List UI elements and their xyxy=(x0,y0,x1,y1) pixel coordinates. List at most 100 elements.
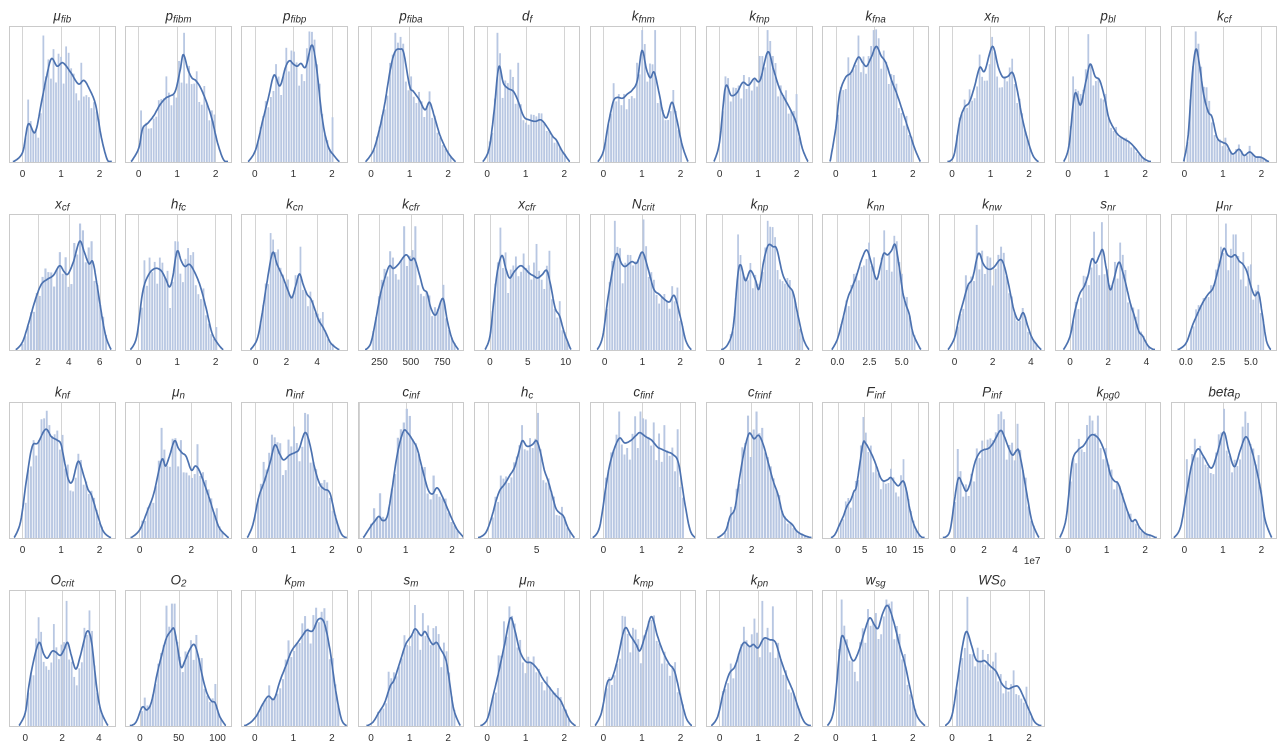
svg-text:2.5: 2.5 xyxy=(1211,357,1225,368)
svg-text:1: 1 xyxy=(755,733,761,744)
svg-text:5.0: 5.0 xyxy=(1244,357,1258,368)
svg-text:0: 0 xyxy=(20,169,26,180)
svg-text:2: 2 xyxy=(445,169,451,180)
svg-text:4: 4 xyxy=(1028,357,1034,368)
svg-text:0: 0 xyxy=(20,545,26,556)
svg-text:2: 2 xyxy=(1026,169,1032,180)
svg-text:0: 0 xyxy=(486,545,492,556)
svg-text:2: 2 xyxy=(213,169,219,180)
svg-text:0: 0 xyxy=(1182,169,1188,180)
svg-text:2: 2 xyxy=(35,357,41,368)
svg-text:0.0: 0.0 xyxy=(1179,357,1193,368)
svg-text:750: 750 xyxy=(434,357,451,368)
svg-text:1: 1 xyxy=(291,733,297,744)
svg-text:250: 250 xyxy=(371,357,388,368)
svg-text:1: 1 xyxy=(291,169,297,180)
svg-text:15: 15 xyxy=(913,545,925,556)
svg-text:4: 4 xyxy=(66,357,72,368)
svg-text:10: 10 xyxy=(560,357,572,368)
svg-text:0: 0 xyxy=(136,357,142,368)
svg-text:2: 2 xyxy=(329,169,335,180)
svg-text:2: 2 xyxy=(1142,545,1148,556)
svg-text:1: 1 xyxy=(1220,545,1226,556)
svg-text:0: 0 xyxy=(137,545,143,556)
svg-text:2: 2 xyxy=(189,545,195,556)
svg-text:2: 2 xyxy=(677,357,683,368)
svg-text:1: 1 xyxy=(872,733,878,744)
svg-text:2: 2 xyxy=(1105,357,1111,368)
svg-text:0.0: 0.0 xyxy=(830,357,844,368)
svg-text:2.5: 2.5 xyxy=(863,357,877,368)
svg-text:2: 2 xyxy=(1259,545,1265,556)
svg-text:1: 1 xyxy=(403,545,409,556)
svg-text:1: 1 xyxy=(523,733,529,744)
svg-text:0: 0 xyxy=(484,169,490,180)
svg-text:0: 0 xyxy=(952,357,958,368)
svg-text:2: 2 xyxy=(97,169,103,180)
svg-text:0: 0 xyxy=(136,169,142,180)
svg-text:1: 1 xyxy=(174,357,180,368)
svg-text:0: 0 xyxy=(950,545,956,556)
svg-text:2: 2 xyxy=(1259,169,1265,180)
svg-text:0: 0 xyxy=(1067,357,1073,368)
svg-text:1: 1 xyxy=(639,169,645,180)
svg-text:1e7: 1e7 xyxy=(1024,556,1041,567)
svg-text:0: 0 xyxy=(949,733,955,744)
svg-text:2: 2 xyxy=(449,545,455,556)
svg-text:1: 1 xyxy=(640,357,646,368)
svg-text:1: 1 xyxy=(407,733,413,744)
svg-text:2: 2 xyxy=(794,733,800,744)
svg-text:betap: betap xyxy=(1208,385,1240,402)
svg-text:1: 1 xyxy=(58,169,64,180)
svg-text:4: 4 xyxy=(96,733,102,744)
svg-text:0: 0 xyxy=(23,733,29,744)
svg-text:0: 0 xyxy=(1065,169,1071,180)
svg-text:2: 2 xyxy=(97,545,103,556)
svg-text:1: 1 xyxy=(639,733,645,744)
svg-text:0: 0 xyxy=(1065,545,1071,556)
svg-text:0: 0 xyxy=(357,545,363,556)
svg-text:0: 0 xyxy=(368,733,374,744)
svg-text:1: 1 xyxy=(1220,169,1226,180)
svg-text:0: 0 xyxy=(601,733,607,744)
svg-text:0: 0 xyxy=(835,545,841,556)
svg-text:2: 2 xyxy=(678,733,684,744)
svg-text:0: 0 xyxy=(252,545,258,556)
svg-text:2: 2 xyxy=(981,545,987,556)
svg-text:1: 1 xyxy=(755,169,761,180)
svg-text:3: 3 xyxy=(797,545,803,556)
svg-text:2: 2 xyxy=(59,733,65,744)
svg-text:0: 0 xyxy=(833,733,839,744)
svg-text:0: 0 xyxy=(368,169,374,180)
svg-text:6: 6 xyxy=(97,357,103,368)
svg-text:1: 1 xyxy=(58,545,64,556)
svg-text:1: 1 xyxy=(1104,169,1110,180)
svg-text:2: 2 xyxy=(910,169,916,180)
svg-text:2: 2 xyxy=(678,545,684,556)
svg-text:0: 0 xyxy=(1182,545,1188,556)
svg-text:2: 2 xyxy=(284,357,290,368)
svg-text:0: 0 xyxy=(719,357,725,368)
svg-text:2: 2 xyxy=(329,733,335,744)
svg-text:1: 1 xyxy=(291,545,297,556)
svg-text:1: 1 xyxy=(1104,545,1110,556)
svg-text:5: 5 xyxy=(525,357,531,368)
svg-text:2: 2 xyxy=(990,357,996,368)
svg-text:0: 0 xyxy=(949,169,955,180)
svg-text:0: 0 xyxy=(137,733,143,744)
svg-text:100: 100 xyxy=(209,733,226,744)
svg-text:1: 1 xyxy=(757,357,763,368)
svg-text:1: 1 xyxy=(988,169,994,180)
svg-text:1: 1 xyxy=(872,169,878,180)
svg-text:WS0: WS0 xyxy=(978,573,1006,590)
svg-text:50: 50 xyxy=(173,733,185,744)
svg-text:1: 1 xyxy=(639,545,645,556)
svg-text:2: 2 xyxy=(910,733,916,744)
svg-text:2: 2 xyxy=(562,169,568,180)
svg-text:2: 2 xyxy=(445,733,451,744)
svg-text:0: 0 xyxy=(717,169,723,180)
svg-text:2: 2 xyxy=(562,733,568,744)
svg-text:2: 2 xyxy=(749,545,755,556)
svg-text:1: 1 xyxy=(174,169,180,180)
svg-text:1: 1 xyxy=(407,169,413,180)
